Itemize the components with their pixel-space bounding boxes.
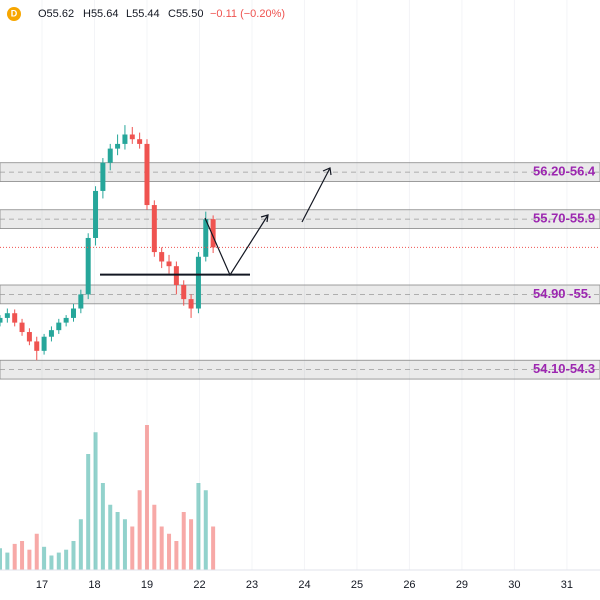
candle-body bbox=[181, 285, 187, 300]
ohlc-open: O55.62 bbox=[38, 8, 74, 20]
volume-bar bbox=[189, 519, 194, 570]
candle-body bbox=[56, 322, 62, 331]
arrow-head bbox=[260, 214, 269, 223]
x-tick-label: 25 bbox=[351, 579, 363, 591]
candle-body bbox=[115, 143, 121, 149]
candle-body bbox=[63, 317, 69, 323]
interval: D bbox=[11, 8, 18, 18]
volume-bar bbox=[203, 490, 208, 570]
volume-bar bbox=[64, 549, 69, 570]
volume-bar bbox=[27, 549, 32, 570]
candle-body bbox=[100, 162, 106, 191]
volume-bar bbox=[49, 555, 54, 570]
volume-bar bbox=[196, 483, 201, 570]
candle-body bbox=[122, 134, 128, 144]
projection-arrows bbox=[204, 167, 332, 277]
ohlc-high: H55.64 bbox=[83, 8, 118, 20]
candle-body bbox=[210, 219, 216, 248]
candle-body bbox=[93, 190, 99, 238]
volume-bar bbox=[144, 425, 149, 570]
candle-body bbox=[0, 317, 3, 323]
projection-path bbox=[204, 214, 269, 277]
candle-body bbox=[166, 261, 172, 267]
candle-body bbox=[78, 294, 84, 309]
ohlc-change: −0.11 (−0.20%) bbox=[210, 8, 285, 20]
volume-bar bbox=[181, 512, 186, 570]
candle-body bbox=[48, 330, 54, 337]
zone-label: 55.70-55.9 bbox=[533, 211, 595, 226]
arrow-line bbox=[301, 167, 331, 223]
x-tick-label: 19 bbox=[141, 579, 153, 591]
ohlc-close: C55.50 bbox=[168, 8, 203, 20]
volume-bar bbox=[42, 546, 47, 570]
x-tick-label: 26 bbox=[403, 579, 415, 591]
volume-bar bbox=[152, 504, 157, 570]
candle-body bbox=[195, 256, 201, 309]
zone-label: 56.20-56.4 bbox=[533, 164, 596, 179]
interval-badge bbox=[7, 7, 21, 21]
candle-body bbox=[26, 332, 32, 342]
candle-body bbox=[188, 299, 194, 309]
volume-bar bbox=[78, 519, 83, 570]
x-tick-label: 29 bbox=[456, 579, 468, 591]
candle-body bbox=[19, 322, 25, 333]
drawings bbox=[0, 246, 600, 276]
volume-bar bbox=[137, 490, 142, 570]
zones: 56.20-56.4 55.70-55.9 54.90 -55. 54.10-54.3 bbox=[0, 162, 600, 380]
x-tick-label: 31 bbox=[561, 579, 573, 591]
volume-bar bbox=[211, 526, 216, 570]
volume-bar bbox=[34, 533, 39, 570]
candle-body bbox=[137, 139, 143, 144]
candle-body bbox=[107, 148, 113, 163]
candle-body bbox=[4, 313, 10, 318]
volume-bar bbox=[130, 526, 135, 570]
candle-body bbox=[159, 252, 165, 262]
volume-bar bbox=[122, 519, 127, 570]
volume-bar bbox=[174, 541, 179, 570]
zone-label: 54.10-54.3 bbox=[533, 361, 595, 376]
volume-bar bbox=[159, 526, 164, 570]
volume-bar bbox=[5, 552, 10, 570]
candle-body bbox=[144, 143, 150, 206]
volume-bar bbox=[167, 533, 172, 570]
volume-bar bbox=[71, 541, 76, 570]
x-tick-label: 30 bbox=[508, 579, 520, 591]
volume-bar bbox=[86, 454, 91, 570]
arrow-head bbox=[322, 167, 332, 176]
volume-bar bbox=[56, 552, 61, 570]
x-tick-label: 23 bbox=[246, 579, 258, 591]
volume-bar bbox=[12, 543, 17, 570]
candle-body bbox=[41, 336, 47, 351]
volume-bar bbox=[20, 541, 25, 570]
zone-label: 54.90 -55. bbox=[533, 286, 592, 301]
candle-body bbox=[85, 237, 91, 295]
x-axis: 17 18 19 22 23 24 25 26 29 30 31 bbox=[0, 569, 600, 591]
x-tick-label: 17 bbox=[36, 579, 48, 591]
candle-body bbox=[129, 134, 135, 140]
volume-bar bbox=[115, 512, 120, 570]
candle-body bbox=[12, 313, 18, 323]
ohlc-low: L55.44 bbox=[126, 8, 160, 20]
volume-bar bbox=[0, 548, 2, 570]
candle-body bbox=[151, 205, 157, 253]
x-tick-label: 24 bbox=[298, 579, 310, 591]
candle-body bbox=[70, 308, 76, 318]
candle-body bbox=[203, 219, 209, 257]
volume-bar bbox=[108, 504, 113, 570]
x-tick-label: 18 bbox=[88, 579, 100, 591]
volume-bar bbox=[100, 483, 105, 570]
volume bbox=[0, 425, 216, 570]
x-tick-label: 22 bbox=[193, 579, 205, 591]
volume-bar bbox=[93, 432, 98, 570]
candles bbox=[0, 125, 216, 361]
candle-body bbox=[34, 341, 40, 351]
